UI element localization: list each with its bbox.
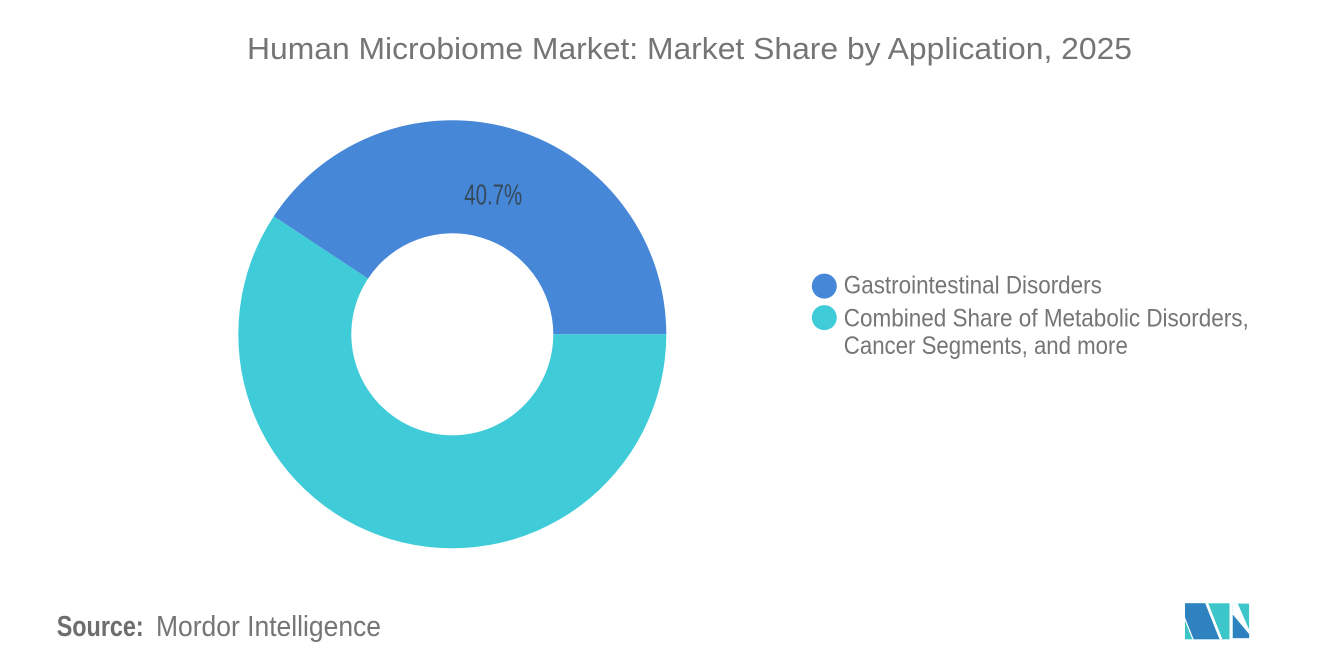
svg-text:Cancer Segments, and more: Cancer Segments, and more — [844, 332, 1128, 360]
svg-text:Gastrointestinal Disorders: Gastrointestinal Disorders — [844, 272, 1102, 300]
svg-text:Mordor Intelligence: Mordor Intelligence — [156, 611, 381, 643]
svg-text:Combined Share of Metabolic Di: Combined Share of Metabolic Disorders, — [844, 304, 1249, 332]
svg-text:40.7%: 40.7% — [464, 180, 522, 212]
svg-text:Human Microbiome Market: Marke: Human Microbiome Market: Market Share by… — [247, 31, 1132, 66]
svg-text:Source:: Source: — [57, 611, 144, 643]
